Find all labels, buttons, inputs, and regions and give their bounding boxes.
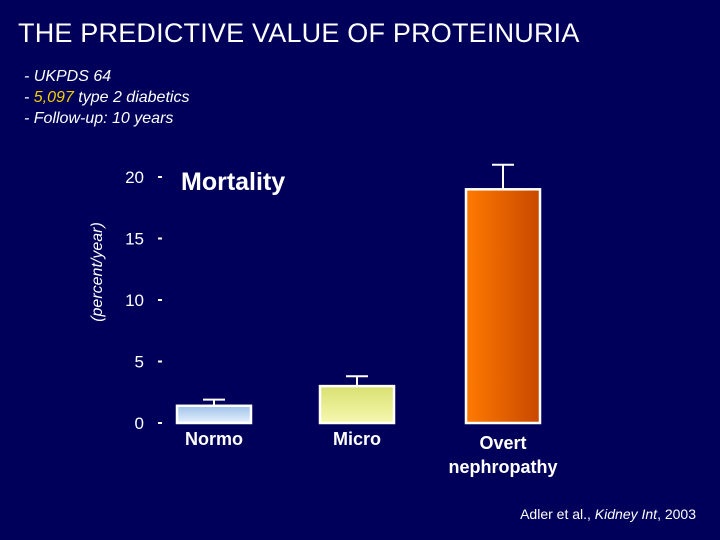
study-details: - UKPDS 64 - 5,097 type 2 diabetics - Fo…: [24, 66, 189, 129]
x-category-label: Normo: [185, 429, 243, 449]
y-tick-label: 5: [135, 353, 144, 372]
study-followup: - Follow-up: 10 years: [24, 110, 174, 127]
citation-journal: Kidney Int: [594, 506, 658, 522]
patient-count: 5,097: [33, 89, 74, 106]
y-axis-label: (percent/year): [89, 222, 106, 322]
y-tick-label: 20: [125, 168, 144, 187]
x-category-label: Micro: [333, 429, 381, 449]
chart-title: Mortality: [181, 168, 285, 196]
y-tick-label: 0: [135, 414, 144, 433]
bar-normo: [175, 404, 253, 425]
y-tick-label: 15: [125, 230, 144, 249]
bar-micro: [318, 384, 396, 425]
citation: Adler et al., Kidney Int, 2003: [520, 506, 696, 522]
slide-title: THE PREDICTIVE VALUE OF PROTEINURIA: [18, 18, 580, 48]
y-tick-label: 10: [125, 291, 144, 310]
x-category-label: Overt nephropathy: [448, 433, 557, 477]
study-name: - UKPDS 64: [24, 68, 112, 85]
bar-overt: [464, 188, 542, 425]
study-population: - 5,097 type 2 diabetics: [24, 89, 190, 106]
